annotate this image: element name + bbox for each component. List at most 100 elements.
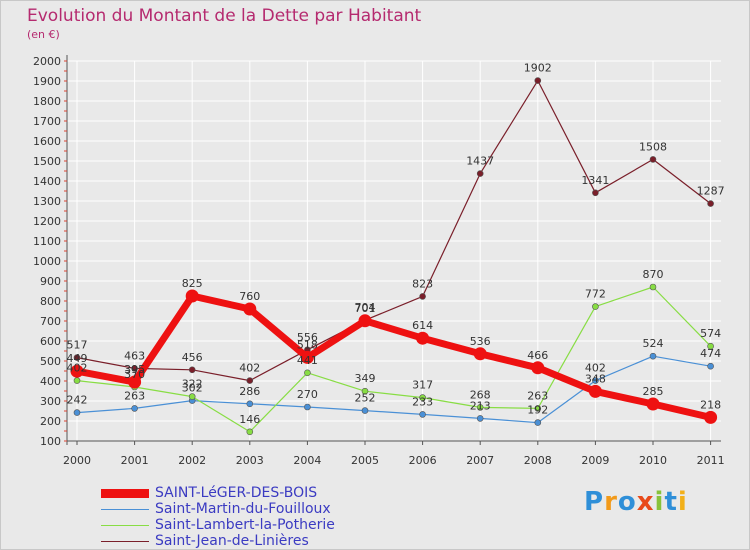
data-label: 263: [124, 389, 145, 402]
data-point: [243, 302, 257, 316]
data-label: 395: [124, 363, 145, 376]
data-label: 466: [527, 349, 548, 362]
x-tick-label: 2000: [63, 454, 91, 467]
legend-label: Saint-Martin-du-Fouilloux: [155, 501, 331, 517]
data-label: 1287: [697, 185, 725, 198]
chart-unit: (en €): [27, 28, 60, 41]
x-tick-label: 2011: [697, 454, 725, 467]
data-label: 614: [412, 319, 433, 332]
data-point: [588, 384, 602, 398]
y-tick-label: 400: [40, 375, 61, 388]
data-label: 213: [470, 399, 491, 412]
data-label: 146: [239, 413, 260, 426]
data-label: 263: [527, 389, 548, 402]
x-tick-label: 2001: [121, 454, 149, 467]
legend-swatch: [101, 509, 149, 510]
data-label: 463: [124, 349, 145, 362]
y-tick-label: 1800: [33, 95, 61, 108]
series-line: [73, 292, 715, 421]
series-line: [76, 79, 712, 382]
data-point: [476, 404, 484, 411]
data-point: [304, 369, 311, 377]
data-label: 825: [182, 277, 203, 290]
data-point: [649, 283, 657, 291]
y-tick-label: 1300: [33, 195, 61, 208]
y-tick-label: 2000: [33, 55, 61, 68]
x-tick-label: 2005: [351, 454, 379, 467]
data-point: [246, 428, 254, 436]
data-label: 441: [297, 354, 318, 367]
data-point: [592, 303, 599, 310]
y-tick-label: 100: [40, 435, 61, 448]
x-tick-label: 2008: [524, 454, 552, 467]
data-point: [592, 189, 599, 197]
series-line: [76, 355, 712, 424]
data-label: 772: [585, 288, 606, 301]
data-label: 518: [297, 338, 318, 351]
data-label: 286: [239, 385, 260, 398]
data-label: 402: [239, 362, 260, 375]
data-label: 270: [297, 388, 318, 401]
data-label: 268: [470, 388, 491, 401]
data-point: [707, 362, 714, 370]
data-label: 574: [700, 327, 721, 340]
data-label: 192: [527, 404, 548, 417]
data-point: [70, 364, 84, 378]
data-label: 349: [355, 372, 376, 385]
data-label: 370: [124, 368, 145, 381]
y-tick-label: 800: [40, 295, 61, 308]
data-point: [188, 366, 196, 374]
data-point: [646, 397, 660, 411]
data-label: 517: [67, 339, 88, 352]
data-point: [419, 411, 426, 418]
data-point: [416, 331, 430, 345]
data-point: [476, 170, 484, 177]
data-label: 302: [182, 382, 203, 395]
brand-logo: Proxiti: [584, 487, 688, 517]
y-tick-label: 1700: [33, 115, 61, 128]
y-tick-label: 1100: [33, 235, 61, 248]
data-label: 317: [412, 379, 433, 392]
data-point: [473, 347, 487, 361]
data-label: 285: [643, 385, 664, 398]
x-tick-label: 2003: [236, 454, 264, 467]
legend-swatch: [101, 489, 149, 498]
data-label: 524: [643, 337, 664, 350]
y-tick-label: 700: [40, 315, 61, 328]
data-point: [185, 289, 199, 303]
data-label: 1341: [581, 174, 609, 187]
data-point: [131, 365, 138, 372]
y-tick-label: 900: [40, 275, 61, 288]
data-point: [704, 410, 718, 424]
data-point: [534, 419, 542, 426]
data-label: 760: [239, 290, 260, 303]
data-label: 704: [355, 301, 376, 314]
series-line: [76, 286, 712, 433]
data-point: [649, 352, 657, 360]
data-point: [128, 375, 142, 389]
data-point: [300, 350, 314, 364]
data-point: [246, 377, 254, 384]
data-point: [419, 293, 426, 300]
x-tick-label: 2006: [409, 454, 437, 467]
data-label: 823: [412, 277, 433, 290]
data-point: [246, 400, 254, 408]
data-label: 1437: [466, 155, 494, 168]
data-label: 536: [470, 335, 491, 348]
data-label: 242: [67, 394, 88, 407]
data-point: [707, 342, 714, 350]
data-label: 218: [700, 398, 721, 411]
data-point: [531, 361, 545, 375]
data-point: [358, 314, 372, 328]
data-label: 1902: [524, 62, 552, 75]
legend-label: Saint-Jean-de-Linières: [155, 533, 309, 549]
x-tick-label: 2004: [293, 454, 321, 467]
data-label: 449: [67, 352, 88, 365]
data-label: 1508: [639, 140, 667, 153]
data-point: [361, 407, 369, 414]
data-point: [361, 387, 369, 395]
x-tick-label: 2009: [581, 454, 609, 467]
data-label: 402: [585, 362, 606, 375]
chart-title: Evolution du Montant de la Dette par Hab…: [27, 6, 422, 26]
